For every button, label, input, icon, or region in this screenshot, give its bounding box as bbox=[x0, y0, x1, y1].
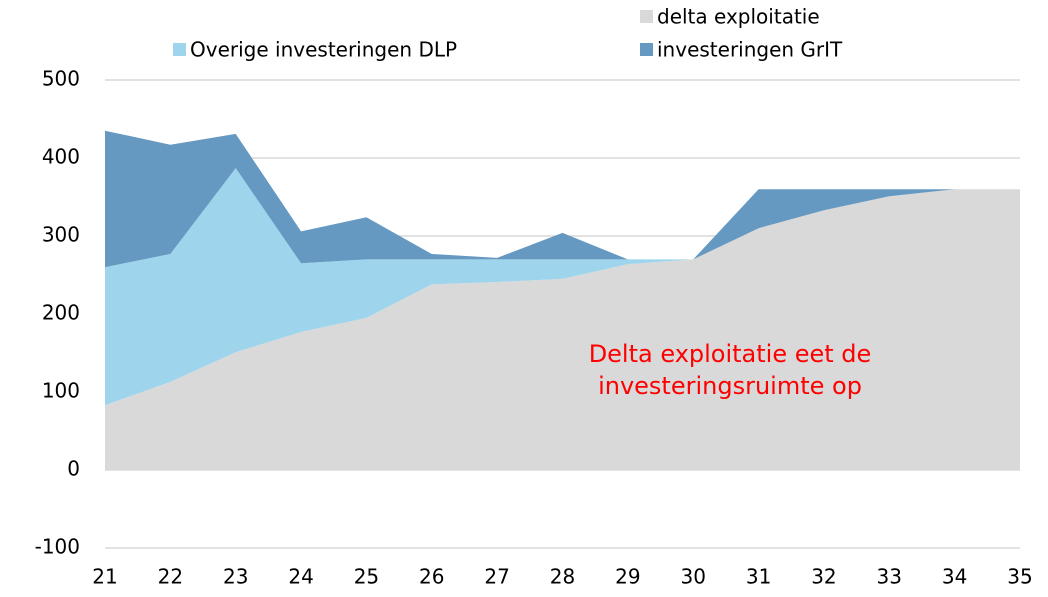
x-tick-label: 29 bbox=[615, 565, 640, 589]
areas bbox=[105, 130, 1020, 470]
x-tick-label: 32 bbox=[811, 565, 836, 589]
x-tick-label: 34 bbox=[942, 565, 967, 589]
x-tick-label: 33 bbox=[877, 565, 902, 589]
area bbox=[105, 130, 1020, 268]
legend-marker bbox=[640, 10, 653, 23]
x-tick-label: 22 bbox=[158, 565, 183, 589]
annotation: investeringsruimte op bbox=[598, 372, 862, 400]
y-tick-label: 200 bbox=[42, 301, 80, 325]
labels: -100 0 100 200 300 400 500 21 22 23 24 25 26 27 28 29 30… bbox=[35, 67, 1033, 589]
area bbox=[105, 168, 1020, 406]
legend-label: delta exploitatie bbox=[657, 5, 820, 29]
x-tick-label: 25 bbox=[354, 565, 379, 589]
x-tick-label: 21 bbox=[92, 565, 117, 589]
legend-label: Overige investeringen DLP bbox=[190, 38, 457, 62]
y-tick-label: 300 bbox=[42, 223, 80, 247]
y-tick-label: 0 bbox=[67, 457, 80, 481]
x-tick-label: 30 bbox=[680, 565, 705, 589]
x-tick-label: 31 bbox=[746, 565, 771, 589]
area bbox=[105, 189, 1020, 470]
y-tick-label: 100 bbox=[42, 379, 80, 403]
annotation: Delta exploitatie eet de bbox=[589, 340, 872, 368]
y-tick-label: 400 bbox=[42, 145, 80, 169]
legend-marker bbox=[173, 43, 186, 56]
x-tick-label: 27 bbox=[484, 565, 509, 589]
y-tick-label: -100 bbox=[35, 535, 80, 559]
x-tick-label: 24 bbox=[288, 565, 313, 589]
legend-marker bbox=[640, 43, 653, 56]
x-tick-label: 26 bbox=[419, 565, 444, 589]
x-tick-label: 28 bbox=[550, 565, 575, 589]
legend-label: investeringen GrIT bbox=[657, 38, 843, 62]
x-tick-label: 23 bbox=[223, 565, 248, 589]
x-tick-label: 35 bbox=[1007, 565, 1032, 589]
y-tick-label: 500 bbox=[42, 67, 80, 91]
